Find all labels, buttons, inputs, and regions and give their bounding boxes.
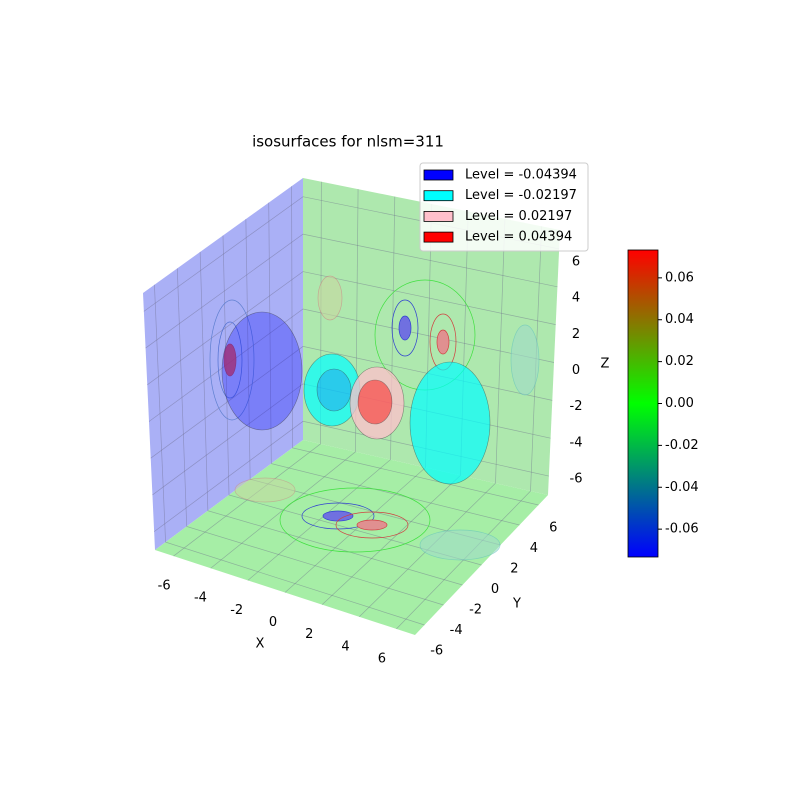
x-tick-label: -4 — [194, 591, 207, 606]
colorbar-tick-label: 0.02 — [665, 354, 694, 369]
colorbar — [627, 249, 659, 558]
y-grid-line — [222, 235, 482, 566]
y-tick-label: 2 — [510, 562, 518, 577]
x-tick-label: -6 — [158, 579, 171, 594]
y-grid-line — [176, 268, 444, 606]
y-tick-label: -2 — [469, 602, 482, 617]
chart-title: isosurfaces for nlsm=311 — [252, 133, 444, 151]
z-tick-label: -4 — [570, 435, 583, 450]
x-grid-line — [247, 196, 396, 581]
z-axis-label: Z — [601, 357, 610, 372]
x-tick-label: 6 — [378, 651, 386, 666]
x-tick-label: -2 — [230, 603, 243, 618]
isosurface — [409, 361, 491, 485]
isosurface — [357, 379, 393, 425]
x-grid-line — [396, 226, 542, 630]
y-grid-line — [268, 202, 520, 526]
legend-label: Level = 0.04394 — [465, 230, 572, 245]
colorbar-tick-label: -0.02 — [665, 438, 699, 453]
x-grid-line — [359, 218, 506, 618]
x-grid-line — [173, 181, 322, 557]
y-tick-label: 0 — [491, 582, 499, 597]
isosurface — [349, 366, 405, 440]
colorbar-tick-label: -0.04 — [665, 480, 699, 495]
colorbar-tick-label: 0.06 — [665, 270, 694, 285]
legend-swatch — [423, 231, 454, 243]
legend-label: Level = 0.02197 — [465, 209, 572, 224]
isosurface — [221, 311, 303, 431]
x-tick-label: 2 — [305, 627, 313, 642]
x-tick-label: 4 — [341, 639, 349, 654]
legend-swatch — [423, 190, 454, 202]
legend-label: Level = -0.04394 — [465, 168, 577, 183]
contours — [209, 275, 540, 561]
x-axis-label: X — [256, 637, 265, 652]
isosurface — [316, 368, 352, 412]
x-grid-line — [210, 189, 359, 569]
y-tick-label: 6 — [549, 521, 557, 536]
z-grid-line — [147, 271, 556, 386]
z-grid-line — [145, 233, 558, 349]
legend-swatch — [423, 169, 454, 181]
pane-left — [143, 178, 303, 550]
z-tick-label: -6 — [570, 471, 583, 486]
z-tick-label: 4 — [572, 291, 580, 306]
y-tick-label: 4 — [530, 541, 538, 556]
colorbar-tick-label: 0.04 — [665, 312, 694, 327]
y-grid-line — [291, 186, 539, 506]
legend-label: Level = -0.02197 — [465, 188, 577, 203]
y-grid-line — [154, 284, 425, 626]
colorbar-tick-label: 0.00 — [665, 396, 694, 411]
legend-swatch — [423, 210, 454, 222]
colorbar-tick-label: -0.06 — [665, 522, 699, 537]
y-axis-label: Y — [512, 597, 521, 612]
z-tick-label: -2 — [570, 399, 583, 414]
x-tick-label: 0 — [269, 615, 277, 630]
z-grid-line — [148, 308, 555, 422]
y-grid-line — [199, 251, 463, 586]
z-tick-label: 6 — [572, 255, 580, 270]
y-tick-label: -4 — [450, 623, 463, 638]
z-tick-label: 0 — [572, 363, 580, 378]
z-tick-label: 2 — [572, 327, 580, 342]
legend — [419, 162, 589, 252]
y-tick-label: -6 — [430, 643, 443, 658]
